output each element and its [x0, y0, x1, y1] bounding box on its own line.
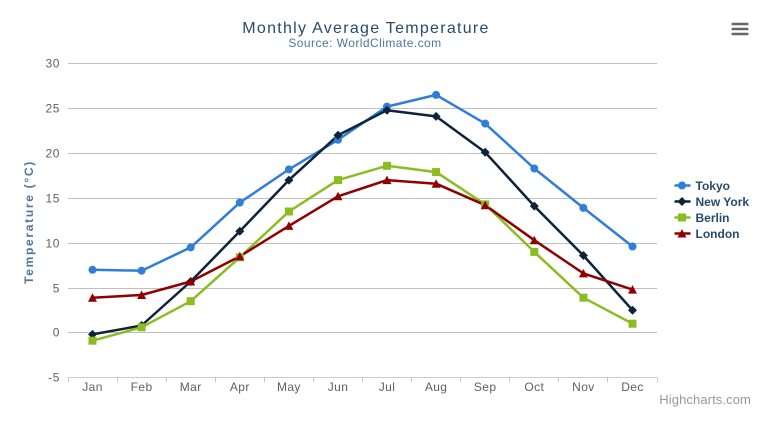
- svg-text:5: 5: [53, 282, 60, 296]
- svg-text:15: 15: [45, 192, 60, 206]
- svg-text:Source: WorldClimate.com: Source: WorldClimate.com: [288, 36, 441, 50]
- svg-text:10: 10: [45, 237, 60, 251]
- svg-text:25: 25: [45, 102, 60, 116]
- svg-text:May: May: [277, 380, 301, 394]
- svg-text:-5: -5: [48, 371, 60, 385]
- svg-text:Apr: Apr: [230, 380, 250, 394]
- svg-text:Jan: Jan: [82, 380, 103, 394]
- svg-text:Mar: Mar: [180, 380, 202, 394]
- svg-text:Highcharts.com: Highcharts.com: [659, 392, 751, 407]
- svg-text:Aug: Aug: [425, 380, 448, 394]
- svg-text:Berlin: Berlin: [696, 211, 730, 225]
- svg-text:Monthly Average Temperature: Monthly Average Temperature: [242, 20, 489, 37]
- svg-text:Nov: Nov: [572, 380, 595, 394]
- svg-text:Feb: Feb: [131, 380, 153, 394]
- svg-text:Sep: Sep: [474, 380, 497, 394]
- svg-text:London: London: [696, 227, 740, 241]
- svg-text:30: 30: [45, 57, 60, 71]
- svg-text:Oct: Oct: [524, 380, 544, 394]
- svg-text:Tokyo: Tokyo: [696, 179, 730, 193]
- svg-text:Dec: Dec: [621, 380, 644, 394]
- svg-text:0: 0: [53, 326, 60, 340]
- svg-text:Jun: Jun: [328, 380, 349, 394]
- svg-text:Jul: Jul: [379, 380, 396, 394]
- svg-text:New York: New York: [696, 195, 750, 209]
- svg-text:20: 20: [45, 147, 60, 161]
- svg-text:Temperature (°C): Temperature (°C): [22, 160, 36, 284]
